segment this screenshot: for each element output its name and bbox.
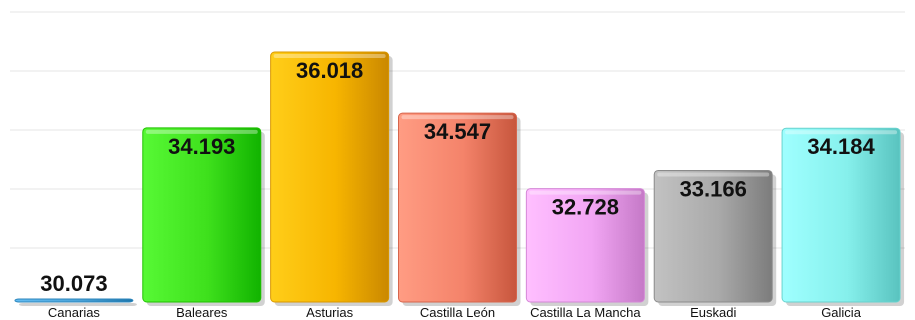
bar-castilla-la-mancha: [525, 188, 645, 303]
bar-highlight: [657, 172, 770, 177]
category-label: Canarias: [48, 305, 101, 320]
value-label: 34.184: [807, 134, 875, 159]
bar-highlight: [273, 54, 386, 59]
category-label: Asturias: [306, 305, 353, 320]
category-label: Castilla León: [420, 305, 495, 320]
bar-highlight: [401, 115, 514, 120]
category-label: Euskadi: [690, 305, 736, 320]
bar-asturias: [270, 51, 390, 303]
value-label: 30.073: [40, 271, 107, 296]
bars: [14, 51, 905, 306]
value-label: 34.193: [168, 134, 235, 159]
value-label: 33.166: [680, 176, 747, 201]
bar-highlight: [785, 130, 898, 135]
bar-euskadi: [653, 169, 773, 303]
value-labels: 30.073 34.193 36.018 34.547 32.728 33.166 34.1…: [40, 58, 875, 296]
category-label: Galicia: [821, 305, 862, 320]
bar-shadow: [18, 302, 137, 306]
category-labels: Canarias Baleares Asturias Castilla León Cas…: [48, 305, 862, 320]
value-label: 34.547: [424, 119, 491, 144]
bar-highlight: [145, 129, 258, 134]
bar-castilla-le-n: [398, 112, 517, 303]
value-label: 36.018: [296, 58, 363, 83]
bar-canarias: [14, 298, 134, 303]
value-label: 32.728: [552, 195, 619, 220]
bar-galicia: [781, 127, 901, 303]
bar-baleares: [142, 127, 262, 303]
category-label: Baleares: [176, 305, 228, 320]
category-label: Castilla La Mancha: [530, 305, 641, 320]
bar-highlight: [529, 190, 642, 195]
